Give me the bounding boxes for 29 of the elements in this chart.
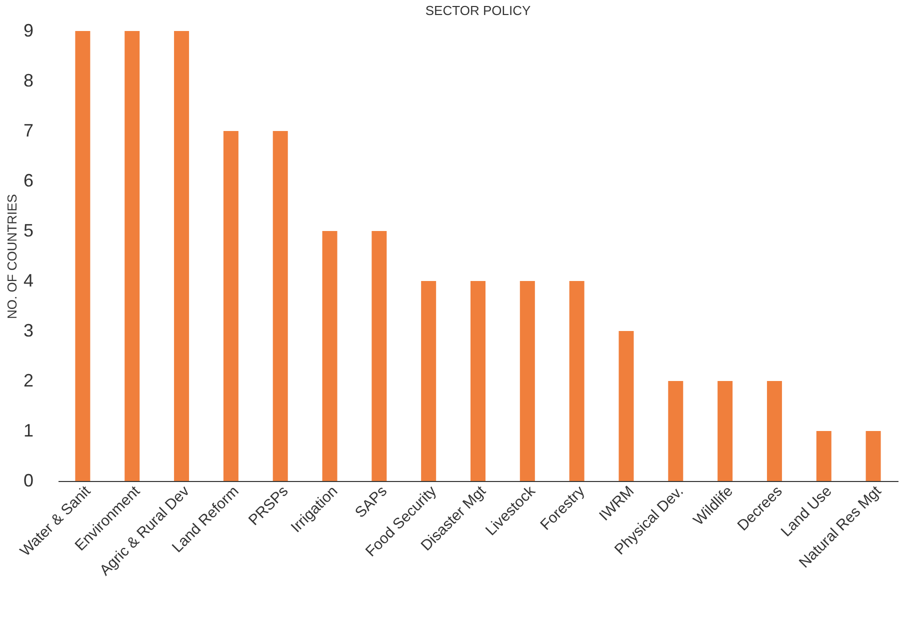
y-tick-label: 0: [23, 470, 34, 490]
y-tick-label: 8: [23, 70, 34, 90]
y-axis-title: NO. OF COUNTRIES: [4, 194, 20, 319]
bar: [569, 281, 584, 481]
bar: [174, 31, 190, 481]
y-tick-label: 2: [23, 370, 34, 390]
bar: [124, 31, 140, 481]
y-tick-label: 6: [23, 170, 34, 190]
bar: [816, 431, 832, 481]
y-tick-label: 7: [23, 120, 34, 140]
bar: [372, 231, 387, 481]
bar: [718, 381, 733, 481]
bar: [272, 131, 288, 481]
y-tick-label: 1: [23, 420, 34, 440]
bar: [75, 31, 90, 481]
y-tick-label: 9: [23, 20, 34, 40]
chart-title: SECTOR POLICY: [425, 3, 531, 18]
bar: [470, 281, 486, 481]
bar: [866, 431, 881, 481]
bar: [766, 381, 782, 481]
bar: [322, 231, 338, 481]
bar: [223, 131, 238, 481]
y-tick-label: 3: [23, 320, 34, 340]
bar: [520, 281, 535, 481]
y-tick-label: 5: [23, 220, 34, 240]
bar: [421, 281, 436, 481]
bar: [668, 381, 684, 481]
bar: [618, 331, 634, 481]
y-tick-label: 4: [23, 270, 34, 290]
